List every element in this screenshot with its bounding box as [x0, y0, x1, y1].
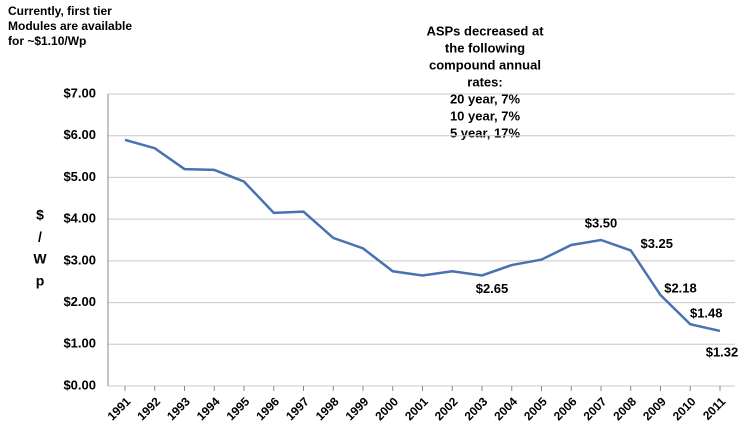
- x-tick-label: 1995: [224, 394, 253, 423]
- x-tick-label: 2001: [402, 394, 431, 423]
- data-label: $3.50: [585, 215, 618, 230]
- y-tick-label: $0.00: [63, 377, 96, 392]
- y-tick-label: $3.00: [63, 252, 96, 267]
- note-center: 10 year, 7%: [450, 108, 521, 123]
- y-axis-label: /: [38, 229, 42, 245]
- y-tick-label: $1.00: [63, 336, 96, 351]
- x-tick-label: 1994: [194, 394, 223, 423]
- data-label: $3.25: [640, 236, 673, 251]
- data-label: $2.65: [476, 281, 509, 296]
- data-label: $1.32: [706, 344, 739, 359]
- note-left: for ~$1.10/Wp: [8, 34, 86, 48]
- x-tick-label: 1996: [253, 394, 282, 423]
- x-tick-label: 1992: [134, 394, 163, 423]
- x-tick-label: 1999: [343, 394, 372, 423]
- x-tick-label: 2009: [640, 394, 669, 423]
- data-label: $2.18: [664, 281, 697, 296]
- y-axis-label: p: [36, 273, 45, 289]
- y-axis-label: W: [33, 251, 47, 267]
- x-tick-label: 1997: [283, 394, 312, 423]
- note-center: the following: [445, 40, 525, 55]
- x-tick-label: 1991: [105, 394, 134, 423]
- note-left: Currently, first tier: [8, 4, 112, 18]
- x-tick-label: 2008: [610, 394, 639, 423]
- x-tick-label: 2010: [670, 394, 699, 423]
- x-tick-label: 2006: [551, 394, 580, 423]
- y-tick-label: $5.00: [63, 169, 96, 184]
- data-label: $1.48: [690, 306, 723, 321]
- x-tick-label: 1993: [164, 394, 193, 423]
- note-left: Modules are available: [8, 19, 132, 33]
- note-center: compound annual: [429, 57, 541, 72]
- y-tick-label: $4.00: [63, 211, 96, 226]
- y-tick-label: $7.00: [63, 85, 96, 100]
- note-center: 20 year, 7%: [450, 91, 521, 106]
- y-axis-label: $: [36, 207, 44, 223]
- line: [124, 138, 721, 333]
- x-tick-label: 2007: [581, 394, 610, 423]
- note-center: rates:: [467, 74, 502, 89]
- note-center: 5 year, 17%: [450, 125, 521, 140]
- note-center: ASPs decreased at: [426, 23, 544, 38]
- x-tick-label: 2003: [462, 394, 491, 423]
- x-tick-label: 2005: [521, 394, 550, 423]
- x-tick-label: 2002: [432, 394, 461, 423]
- x-tick-label: 2000: [372, 394, 401, 423]
- x-tick-label: 2004: [491, 394, 520, 423]
- y-tick-label: $6.00: [63, 127, 96, 142]
- y-tick-label: $2.00: [63, 294, 96, 309]
- x-tick-label: 2011: [700, 394, 729, 423]
- x-tick-label: 1998: [313, 394, 342, 423]
